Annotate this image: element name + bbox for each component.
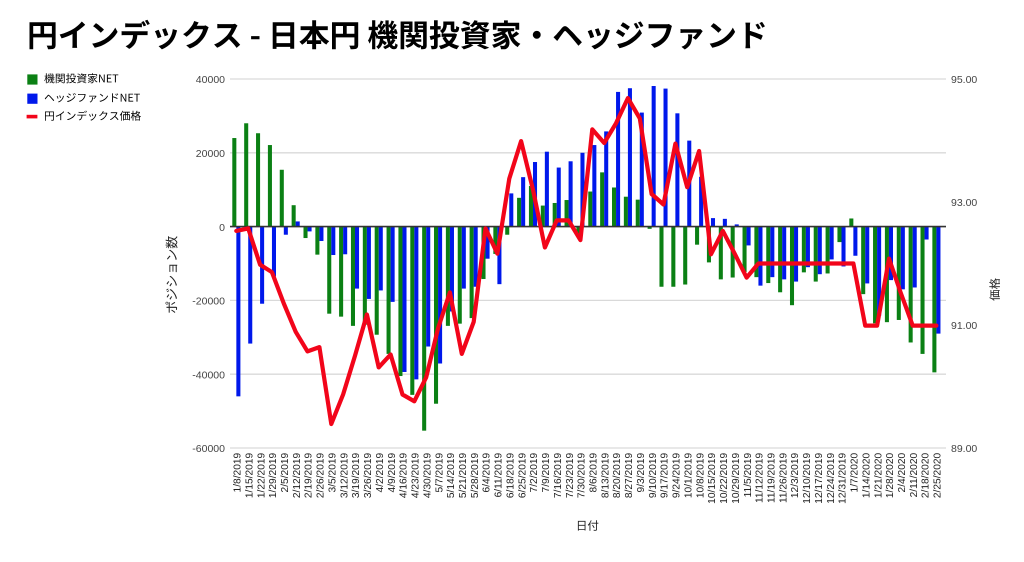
svg-text:2/19/2019: 2/19/2019 <box>304 452 315 498</box>
svg-text:2/11/2020: 2/11/2020 <box>909 452 920 497</box>
svg-text:8/6/2019: 8/6/2019 <box>589 452 600 492</box>
svg-text:8/20/2019: 8/20/2019 <box>612 452 623 498</box>
svg-text:2/26/2019: 2/26/2019 <box>316 452 327 498</box>
svg-text:7/9/2019: 7/9/2019 <box>541 452 552 492</box>
svg-text:4/30/2019: 4/30/2019 <box>422 452 433 498</box>
svg-text:6/18/2019: 6/18/2019 <box>506 452 517 498</box>
svg-text:12/3/2019: 12/3/2019 <box>790 452 801 498</box>
svg-text:7/2/2019: 7/2/2019 <box>529 452 540 492</box>
svg-text:6/11/2019: 6/11/2019 <box>494 452 505 497</box>
svg-text:5/14/2019: 5/14/2019 <box>446 452 457 498</box>
svg-text:11/5/2019: 11/5/2019 <box>743 452 754 497</box>
svg-text:1/29/2019: 1/29/2019 <box>268 452 279 498</box>
svg-text:7/23/2019: 7/23/2019 <box>565 452 576 498</box>
svg-text:12/31/2019: 12/31/2019 <box>838 452 849 503</box>
svg-text:1/28/2020: 1/28/2020 <box>885 452 896 498</box>
svg-text:6/25/2019: 6/25/2019 <box>517 452 528 498</box>
svg-text:91.00: 91.00 <box>951 320 977 332</box>
svg-text:20000: 20000 <box>196 148 225 160</box>
svg-text:10/8/2019: 10/8/2019 <box>695 452 706 498</box>
svg-text:10/15/2019: 10/15/2019 <box>707 452 718 503</box>
svg-text:2/4/2020: 2/4/2020 <box>897 452 908 492</box>
svg-text:93.00: 93.00 <box>951 197 977 209</box>
svg-text:3/19/2019: 3/19/2019 <box>351 452 362 498</box>
svg-text:-20000: -20000 <box>192 296 225 308</box>
svg-text:12/10/2019: 12/10/2019 <box>802 452 813 503</box>
svg-text:2/5/2019: 2/5/2019 <box>280 452 291 492</box>
svg-text:1/8/2019: 1/8/2019 <box>233 452 244 492</box>
svg-text:4/23/2019: 4/23/2019 <box>411 452 422 498</box>
svg-text:-60000: -60000 <box>192 443 225 455</box>
svg-text:9/17/2019: 9/17/2019 <box>660 452 671 498</box>
svg-text:8/13/2019: 8/13/2019 <box>600 452 611 498</box>
svg-text:10/22/2019: 10/22/2019 <box>719 452 730 503</box>
svg-text:1/21/2020: 1/21/2020 <box>873 452 884 498</box>
svg-text:10/29/2019: 10/29/2019 <box>731 452 742 503</box>
svg-text:11/19/2019: 11/19/2019 <box>767 452 778 503</box>
svg-text:5/21/2019: 5/21/2019 <box>458 452 469 498</box>
svg-text:9/24/2019: 9/24/2019 <box>672 452 683 498</box>
svg-text:4/16/2019: 4/16/2019 <box>399 452 410 498</box>
svg-text:1/22/2019: 1/22/2019 <box>256 452 267 498</box>
svg-text:11/12/2019: 11/12/2019 <box>755 452 766 503</box>
svg-text:1/15/2019: 1/15/2019 <box>244 452 255 498</box>
svg-text:4/2/2019: 4/2/2019 <box>375 452 386 492</box>
svg-text:1/14/2020: 1/14/2020 <box>861 452 872 498</box>
svg-text:8/27/2019: 8/27/2019 <box>624 452 635 498</box>
svg-text:10/1/2019: 10/1/2019 <box>683 452 694 498</box>
svg-text:5/7/2019: 5/7/2019 <box>434 452 445 492</box>
svg-text:95.00: 95.00 <box>951 74 977 86</box>
svg-text:6/4/2019: 6/4/2019 <box>482 452 493 492</box>
svg-text:9/10/2019: 9/10/2019 <box>648 452 659 498</box>
svg-text:40000: 40000 <box>196 74 225 86</box>
svg-text:89.00: 89.00 <box>951 443 977 455</box>
svg-text:2/18/2020: 2/18/2020 <box>921 452 932 498</box>
svg-text:11/26/2019: 11/26/2019 <box>778 452 789 503</box>
svg-text:7/30/2019: 7/30/2019 <box>577 452 588 498</box>
svg-text:12/24/2019: 12/24/2019 <box>826 452 837 503</box>
svg-text:0: 0 <box>219 222 225 234</box>
svg-text:4/9/2019: 4/9/2019 <box>387 452 398 492</box>
svg-text:1/7/2020: 1/7/2020 <box>850 452 861 492</box>
svg-text:5/28/2019: 5/28/2019 <box>470 452 481 498</box>
svg-text:2/25/2020: 2/25/2020 <box>933 452 944 498</box>
svg-text:9/3/2019: 9/3/2019 <box>636 452 647 492</box>
svg-text:3/5/2019: 3/5/2019 <box>328 452 339 492</box>
svg-text:2/12/2019: 2/12/2019 <box>292 452 303 498</box>
svg-text:3/26/2019: 3/26/2019 <box>363 452 374 498</box>
svg-text:12/17/2019: 12/17/2019 <box>814 452 825 503</box>
svg-text:3/12/2019: 3/12/2019 <box>339 452 350 498</box>
svg-text:7/16/2019: 7/16/2019 <box>553 452 564 498</box>
svg-text:-40000: -40000 <box>192 369 225 381</box>
